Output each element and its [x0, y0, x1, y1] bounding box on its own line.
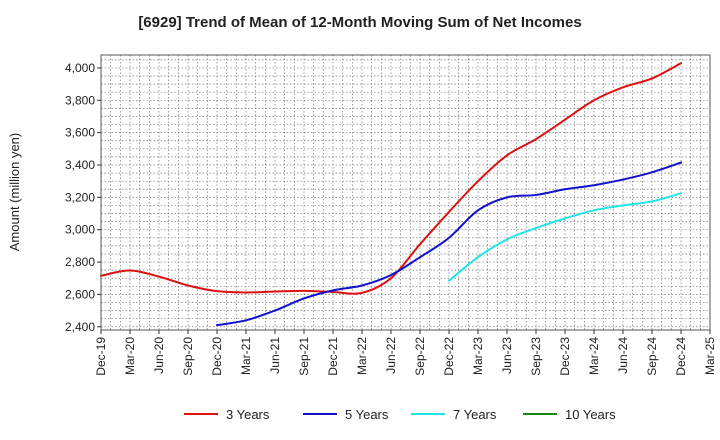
- x-tick-labels: Dec-19 Mar-20 Jun-20 Sep-20 Dec-20 Mar-21 Jun-…: [94, 330, 717, 376]
- plot-area: [101, 55, 710, 330]
- grid-layer: [100, 55, 711, 330]
- x-tick-label: Sep-22: [413, 337, 427, 376]
- x-tick-label: Jun-23: [500, 337, 514, 374]
- legend-label: 5 Years: [345, 407, 389, 422]
- x-tick-label: Sep-21: [297, 337, 311, 376]
- y-tick-label: 2,800: [65, 255, 95, 269]
- x-tick-label: Dec-24: [674, 337, 688, 376]
- legend: 3 Years 5 Years 7 Years 10 Years: [184, 407, 616, 422]
- legend-label: 10 Years: [565, 407, 616, 422]
- y-tick-label: 3,800: [65, 93, 95, 107]
- x-tick-label: Dec-19: [94, 337, 108, 376]
- legend-label: 7 Years: [453, 407, 497, 422]
- x-tick-label: Dec-20: [210, 337, 224, 376]
- y-tick-label: 4,000: [65, 61, 95, 75]
- legend-label: 3 Years: [226, 407, 270, 422]
- series-line-3-years: [100, 62, 682, 295]
- y-tick-label: 3,200: [65, 190, 95, 204]
- chart-title: [6929] Trend of Mean of 12-Month Moving …: [138, 14, 582, 31]
- y-tick-labels: 2,400 2,600 2,800 3,000 3,200 3,400 3,600 3,800…: [65, 61, 101, 334]
- y-tick-label: 3,600: [65, 126, 95, 140]
- y-axis-label: Amount (million yen): [7, 133, 22, 252]
- x-tick-label: Mar-20: [123, 337, 137, 375]
- y-tick-label: 2,600: [65, 287, 95, 301]
- x-tick-label: Jun-20: [152, 337, 166, 374]
- y-tick-label: 3,400: [65, 158, 95, 172]
- x-tick-label: Jun-24: [616, 337, 630, 374]
- x-tick-label: Mar-25: [703, 337, 717, 375]
- y-tick-label: 3,000: [65, 223, 95, 237]
- series-line-5-years: [216, 161, 682, 327]
- plot-frame: [100, 54, 711, 331]
- y-tick-label: 2,400: [65, 320, 95, 334]
- x-tick-label: Sep-24: [645, 337, 659, 376]
- x-tick-label: Mar-21: [239, 337, 253, 375]
- x-tick-label: Mar-24: [587, 337, 601, 375]
- x-tick-label: Sep-20: [181, 337, 195, 376]
- series-line-7-years: [448, 192, 682, 282]
- x-tick-label: Mar-22: [355, 337, 369, 375]
- x-tick-label: Dec-22: [442, 337, 456, 376]
- series-layer: [100, 62, 682, 327]
- x-tick-label: Dec-23: [558, 337, 572, 376]
- x-tick-label: Jun-22: [384, 337, 398, 374]
- x-tick-label: Mar-23: [471, 337, 485, 375]
- x-tick-label: Dec-21: [326, 337, 340, 376]
- x-tick-label: Sep-23: [529, 337, 543, 376]
- x-tick-label: Jun-21: [268, 337, 282, 374]
